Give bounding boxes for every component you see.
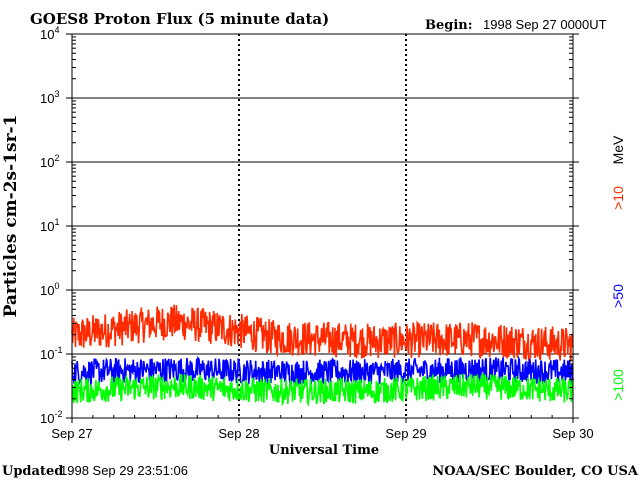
x-tick-label: Sep 30 xyxy=(552,426,593,441)
series-line-1 xyxy=(71,304,574,363)
updated-value: 1998 Sep 29 23:51:06 xyxy=(60,463,188,478)
legend-series-3: >100 xyxy=(610,369,626,401)
begin-value: 1998 Sep 27 0000UT xyxy=(483,17,607,32)
y-tick-label: 102 xyxy=(40,153,59,170)
chart-title: GOES8 Proton Flux (5 minute data) xyxy=(30,10,329,28)
begin-label: Begin: xyxy=(425,18,473,33)
series-line-2 xyxy=(71,355,574,387)
y-tick-label: 103 xyxy=(40,89,59,106)
legend-series-2: >50 xyxy=(610,284,626,308)
updated-label: Updated xyxy=(2,464,63,479)
x-tick-label: Sep 27 xyxy=(51,426,92,441)
x-axis-label: Universal Time xyxy=(269,443,379,458)
y-tick-label: 10-1 xyxy=(40,345,62,362)
legend-unit: MeV xyxy=(610,135,626,164)
x-tick-label: Sep 28 xyxy=(218,426,259,441)
y-axis-label: Particles cm-2s-1sr-1 xyxy=(1,115,21,318)
y-tick-label: 100 xyxy=(40,281,59,298)
y-tick-label: 101 xyxy=(40,217,59,234)
x-tick-label: Sep 29 xyxy=(385,426,426,441)
y-tick-label: 104 xyxy=(40,25,59,42)
legend-series-1: >10 xyxy=(610,186,626,210)
credit-text: NOAA/SEC Boulder, CO USA xyxy=(432,464,639,479)
y-tick-label: 10-2 xyxy=(40,409,62,426)
series-line-3 xyxy=(71,372,574,408)
